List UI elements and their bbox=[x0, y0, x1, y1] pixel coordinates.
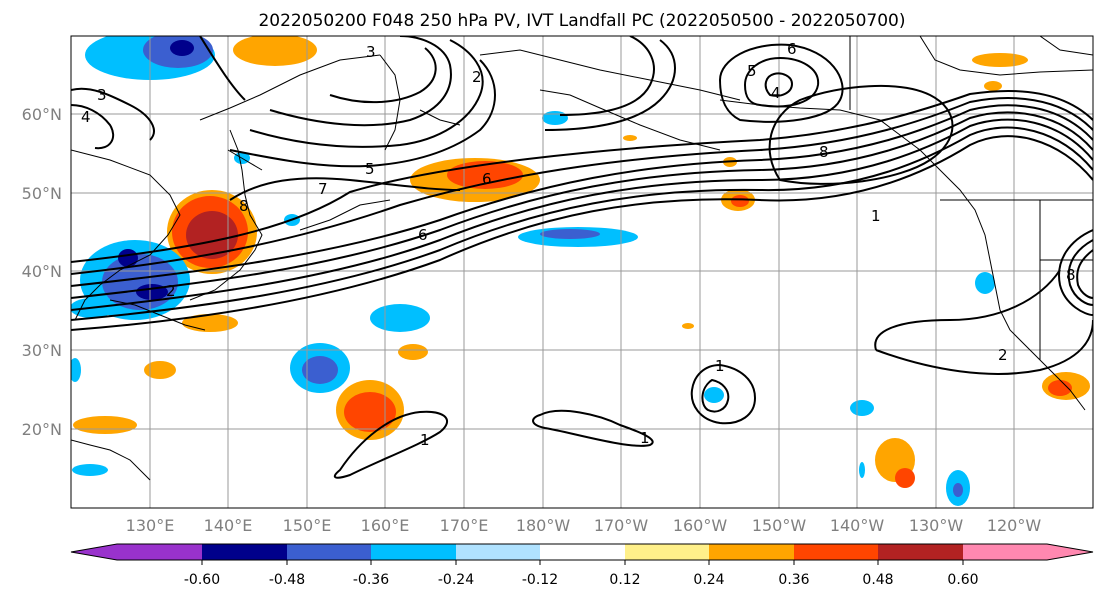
colorbar-label: -0.24 bbox=[438, 572, 474, 588]
pv-anomaly-positive bbox=[1048, 380, 1072, 396]
lat-label: 20°N bbox=[22, 420, 62, 439]
colorbar-segment bbox=[117, 544, 202, 560]
pv-anomaly-negative bbox=[540, 229, 600, 239]
pv-anomaly-negative bbox=[71, 358, 81, 382]
lon-label: 130°E bbox=[126, 516, 175, 535]
pv-anomaly-positive bbox=[682, 323, 694, 329]
pv-anomaly-negative bbox=[850, 400, 874, 416]
lat-label: 60°N bbox=[22, 105, 62, 124]
pv-anomaly-negative bbox=[170, 40, 194, 56]
pv-anomaly-positive bbox=[73, 416, 137, 434]
colorbar-segment bbox=[456, 544, 540, 560]
chart-title: 2022050200 F048 250 hPa PV, IVT Landfall… bbox=[258, 11, 905, 31]
colorbar-segment bbox=[1047, 544, 1093, 560]
colorbar-label: 0.24 bbox=[693, 572, 724, 588]
colorbar-segment bbox=[625, 544, 709, 560]
lon-label: 170°E bbox=[440, 516, 489, 535]
contour-label: 5 bbox=[365, 160, 375, 178]
colorbar-segment bbox=[202, 544, 287, 560]
pv-anomaly-positive bbox=[144, 361, 176, 379]
lon-label: 140°E bbox=[204, 516, 253, 535]
lon-label: 120°W bbox=[987, 516, 1042, 535]
pv-anomaly-negative bbox=[370, 304, 430, 332]
pv-contours bbox=[71, 36, 1093, 479]
colorbar-segment bbox=[540, 544, 625, 560]
contour-label: 6 bbox=[418, 226, 428, 244]
pv-anomaly-negative bbox=[704, 387, 724, 403]
contour-label: 8 bbox=[239, 197, 249, 215]
pv-anomaly-positive bbox=[895, 468, 915, 488]
lat-label: 50°N bbox=[22, 184, 62, 203]
pv-anomaly-negative bbox=[953, 483, 963, 497]
contour-label: 4 bbox=[81, 108, 91, 126]
lon-label: 150°E bbox=[283, 516, 332, 535]
longitude-labels: 130°E 140°E 150°E 160°E 170°E 180°W 170°… bbox=[126, 516, 1042, 535]
lon-label: 150°W bbox=[752, 516, 807, 535]
pv-anomaly-positive bbox=[233, 36, 317, 66]
pv-anomaly-negative bbox=[859, 462, 865, 478]
contour-label: 1 bbox=[871, 207, 881, 225]
pv-anomaly-positive bbox=[623, 135, 637, 141]
colorbar-label: -0.36 bbox=[353, 572, 389, 588]
colorbar-label: 0.36 bbox=[778, 572, 809, 588]
pv-anomaly-positive bbox=[344, 392, 396, 432]
latitude-labels: 60°N 50°N 40°N 30°N 20°N bbox=[22, 105, 62, 439]
colorbar-segment bbox=[794, 544, 878, 560]
pv-anomaly-positive bbox=[186, 211, 238, 259]
colorbar-segment bbox=[963, 544, 1047, 560]
graticule bbox=[71, 36, 1093, 508]
contour-label: 4 bbox=[771, 84, 781, 102]
colorbar-segment bbox=[71, 544, 117, 560]
contour-label: 2 bbox=[472, 68, 482, 86]
coastlines bbox=[71, 36, 1093, 481]
pv-anomaly-negative bbox=[975, 272, 995, 294]
colorbar-label: 0.12 bbox=[609, 572, 640, 588]
colorbar-segment bbox=[878, 544, 963, 560]
contour-label: 3 bbox=[366, 43, 376, 61]
contour-label: 2 bbox=[998, 346, 1008, 364]
pv-anomaly-positive bbox=[972, 53, 1028, 67]
contour-label: 8 bbox=[1066, 266, 1076, 284]
lon-label: 170°W bbox=[594, 516, 649, 535]
colorbar-segment bbox=[371, 544, 456, 560]
colorbar-label: -0.48 bbox=[269, 572, 305, 588]
map-frame bbox=[70, 35, 1094, 509]
contour-label: 6 bbox=[787, 40, 797, 58]
pv-anomaly-positive bbox=[398, 344, 428, 360]
contour-label: 5 bbox=[747, 62, 757, 80]
colorbar-segment bbox=[287, 544, 371, 560]
lon-label: 160°E bbox=[361, 516, 410, 535]
colorbar-outline bbox=[70, 543, 1094, 561]
contour-labels: 6 7 5 6 3 4 2 8 3 2 6 5 4 8 1 2 1 1 1 8 bbox=[81, 40, 1076, 449]
colorbar-label: -0.60 bbox=[184, 572, 220, 588]
pv-anomaly-negative bbox=[302, 356, 338, 384]
contour-label: 1 bbox=[640, 429, 650, 447]
lon-label: 180°W bbox=[516, 516, 571, 535]
lat-label: 40°N bbox=[22, 262, 62, 281]
pv-anomaly-positive bbox=[731, 195, 749, 207]
lon-label: 160°W bbox=[673, 516, 728, 535]
pv-anomaly-negative bbox=[542, 111, 568, 125]
map: 6 7 5 6 3 4 2 8 3 2 6 5 4 8 1 2 1 1 1 8 bbox=[70, 35, 1094, 509]
colorbar-segment bbox=[709, 544, 794, 560]
lon-label: 140°W bbox=[830, 516, 885, 535]
contour-label: 8 bbox=[819, 143, 829, 161]
colorbar-ticks bbox=[201, 560, 964, 565]
contour-label: 2 bbox=[166, 282, 176, 300]
colorbar-label: -0.12 bbox=[522, 572, 558, 588]
contour-label: 1 bbox=[420, 431, 430, 449]
pv-anomaly-negative bbox=[118, 249, 138, 267]
colorbar: -0.60 -0.48 -0.36 -0.24 -0.12 0.12 0.24 … bbox=[70, 543, 1094, 588]
lat-label: 30°N bbox=[22, 341, 62, 360]
colorbar-label: 0.60 bbox=[947, 572, 978, 588]
colorbar-label: 0.48 bbox=[862, 572, 893, 588]
contour-label: 1 bbox=[715, 357, 725, 375]
contour-label: 7 bbox=[318, 180, 328, 198]
pv-anomaly-positive bbox=[984, 81, 1002, 91]
pv-anomaly-negative bbox=[72, 464, 108, 476]
contour-label: 3 bbox=[97, 86, 107, 104]
contour-label: 6 bbox=[482, 170, 492, 188]
lon-label: 130°W bbox=[909, 516, 964, 535]
